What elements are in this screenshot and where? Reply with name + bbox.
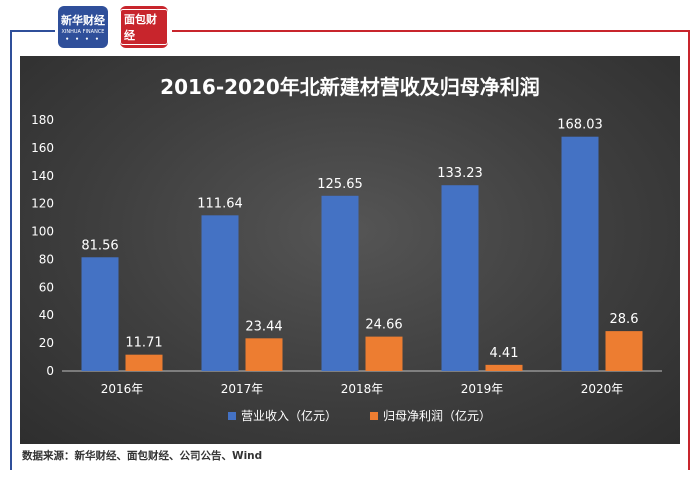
x-tick-label: 2016年: [101, 382, 144, 396]
profit-data-label: 24.66: [365, 318, 402, 333]
xinhua-finance-logo: 新华财经 XINHUA FINANCE • • • •: [58, 6, 108, 48]
revenue-bar: [321, 195, 359, 371]
chart-title: 2016-2020年北新建材营收及归母净利润: [160, 75, 540, 99]
y-tick-label: 80: [39, 252, 54, 266]
chart-panel: 2016-2020年北新建材营收及归母净利润 0 20 40 60 80 100 120 14…: [20, 56, 680, 444]
x-tick-label: 2020年: [581, 382, 624, 396]
profit-bar: [485, 364, 523, 371]
x-tick-label: 2017年: [221, 382, 264, 396]
revenue-bar: [441, 185, 479, 371]
profit-data-label: 11.71: [125, 336, 162, 351]
revenue-bar: [201, 215, 239, 371]
revenue-data-label: 168.03: [557, 118, 603, 133]
x-tick-label: 2018年: [341, 382, 384, 396]
legend-label-profit: 归母净利润（亿元）: [383, 408, 491, 423]
y-tick-label: 160: [31, 141, 54, 155]
legend-swatch-profit: [370, 412, 378, 420]
profit-data-label: 23.44: [245, 319, 282, 334]
profit-bar: [365, 336, 403, 371]
data-source-note: 数据来源：新华财经、面包财经、公司公告、Wind: [22, 450, 263, 462]
y-tick-label: 180: [31, 113, 54, 127]
revenue-data-label: 81.56: [81, 238, 118, 253]
y-tick-label: 40: [39, 308, 54, 322]
y-tick-label: 100: [31, 225, 54, 239]
revenue-data-label: 111.64: [197, 196, 243, 211]
frame-line-left: [10, 30, 12, 470]
profit-bar: [245, 338, 283, 371]
y-tick-label: 0: [46, 364, 54, 378]
revenue-data-label: 125.65: [317, 177, 363, 192]
y-tick-label: 60: [39, 280, 54, 294]
revenue-data-label: 133.23: [437, 166, 483, 181]
profit-bar: [125, 354, 163, 371]
mianbao-finance-logo: 面包财经: [120, 6, 168, 48]
bar-chart: 2016-2020年北新建材营收及归母净利润 0 20 40 60 80 100 120 14…: [31, 75, 662, 423]
y-tick-label: 20: [39, 336, 54, 350]
legend-label-revenue: 营业收入（亿元）: [241, 408, 337, 423]
revenue-bar: [81, 257, 119, 371]
y-tick-label: 120: [31, 197, 54, 211]
profit-data-label: 28.6: [610, 312, 639, 327]
y-tick-label: 140: [31, 169, 54, 183]
profit-bar: [605, 331, 643, 371]
x-tick-label: 2019年: [461, 382, 504, 396]
legend-swatch-revenue: [228, 412, 236, 420]
revenue-bar: [561, 136, 599, 371]
frame-line-right-top: [172, 30, 690, 32]
frame-line-left-top: [10, 30, 55, 32]
frame-line-right: [688, 30, 690, 470]
profit-data-label: 4.41: [490, 346, 519, 361]
